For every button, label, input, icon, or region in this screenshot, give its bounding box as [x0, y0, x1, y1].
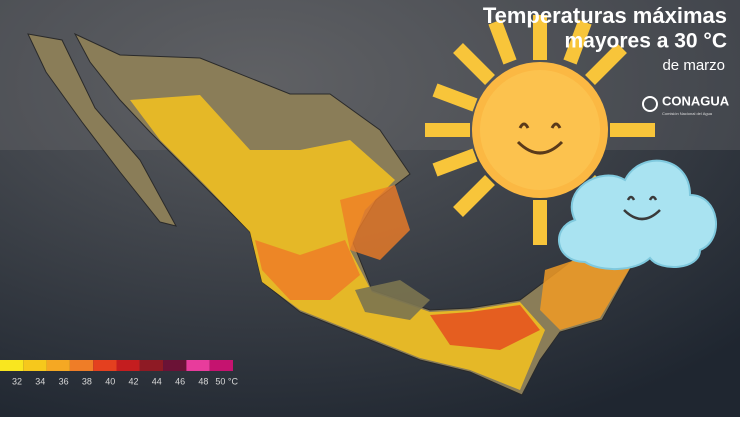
logo-mark	[642, 96, 658, 112]
heat-area-orange	[255, 240, 360, 300]
legend-swatch	[139, 360, 164, 371]
cool-area	[355, 280, 430, 320]
logo-name: CONAGUA	[662, 93, 730, 108]
date: de marzo	[662, 57, 725, 74]
legend-swatch	[209, 360, 233, 371]
legend-swatch	[0, 360, 24, 371]
legend: 32 34 36 38 40 42 44 46 48 50 °C	[0, 360, 238, 386]
legend-tick-label: 34	[35, 376, 45, 386]
legend-tick-label: 44	[152, 376, 162, 386]
legend-tick-label: 46	[175, 376, 185, 386]
legend-swatch	[46, 360, 70, 371]
legend-tick-label: 48	[198, 376, 208, 386]
legend-tick-label: 40	[105, 376, 115, 386]
subtitle: mayores a 30 °C	[565, 30, 728, 53]
heat-area-red	[430, 305, 540, 350]
legend-tick-label: 42	[128, 376, 138, 386]
cloud-icon	[558, 159, 717, 271]
legend-tick-label: 36	[59, 376, 69, 386]
legend-tick-label: 38	[82, 376, 92, 386]
legend-swatch	[23, 360, 47, 371]
title: Temperaturas máximas	[483, 3, 727, 28]
legend-swatch	[116, 360, 140, 371]
legend-tick-label: 50 °C	[215, 376, 238, 386]
legend-swatch	[186, 360, 210, 371]
legend-swatch	[69, 360, 94, 371]
legend-tick-label: 32	[12, 376, 22, 386]
baja-california	[27, 33, 177, 227]
heat-area-yucatan	[540, 256, 630, 330]
heat-area-orange	[340, 185, 410, 260]
legend-swatch	[163, 360, 187, 371]
logo-caption: Comisión Nacional del Agua	[662, 111, 713, 116]
legend-swatch	[93, 360, 117, 371]
